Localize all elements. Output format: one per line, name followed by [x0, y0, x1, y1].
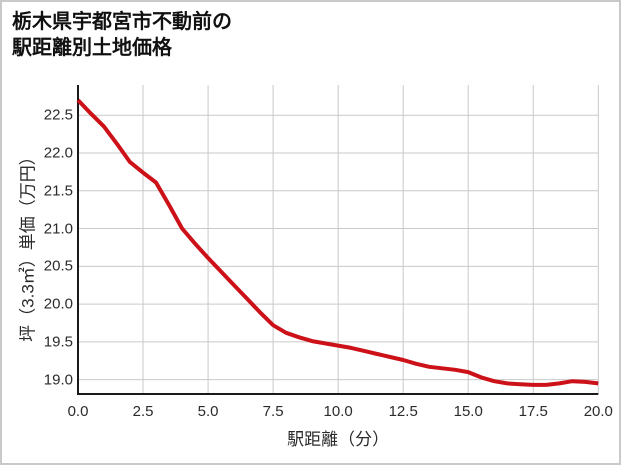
y-tick-label: 20.5: [43, 257, 73, 275]
y-axis-label: 坪（3.3㎡）単価（万円）: [18, 148, 38, 342]
x-tick-label: 5.0: [197, 403, 219, 420]
x-tick-label: 2.5: [132, 403, 154, 420]
price-line: [76, 98, 599, 387]
y-tick-label: 20.0: [43, 295, 73, 313]
chart-title-line1: 栃木県宇都宮市不動前の: [12, 11, 232, 33]
x-tick-label: 10.0: [323, 403, 353, 420]
y-tick-label: 19.0: [43, 371, 73, 389]
x-tick-label: 17.5: [518, 403, 548, 420]
y-tick-label: 22.5: [43, 106, 73, 124]
x-tick-label: 0.0: [67, 403, 89, 420]
x-tick-label: 12.5: [388, 403, 418, 420]
chart-title-line2: 駅距離別土地価格: [12, 37, 172, 59]
chart-title: 栃木県宇都宮市不動前の 駅距離別土地価格: [12, 9, 232, 61]
x-axis-label: 駅距離（分）: [287, 430, 390, 449]
x-tick-label: 20.0: [583, 403, 613, 420]
y-tick-label: 19.5: [43, 333, 73, 351]
x-tick-label: 7.5: [262, 403, 284, 420]
y-tick-label: 21.0: [43, 220, 73, 238]
y-tick-label: 22.0: [43, 144, 73, 162]
y-tick-label: 21.5: [43, 182, 73, 200]
x-tick-label: 15.0: [453, 403, 483, 420]
